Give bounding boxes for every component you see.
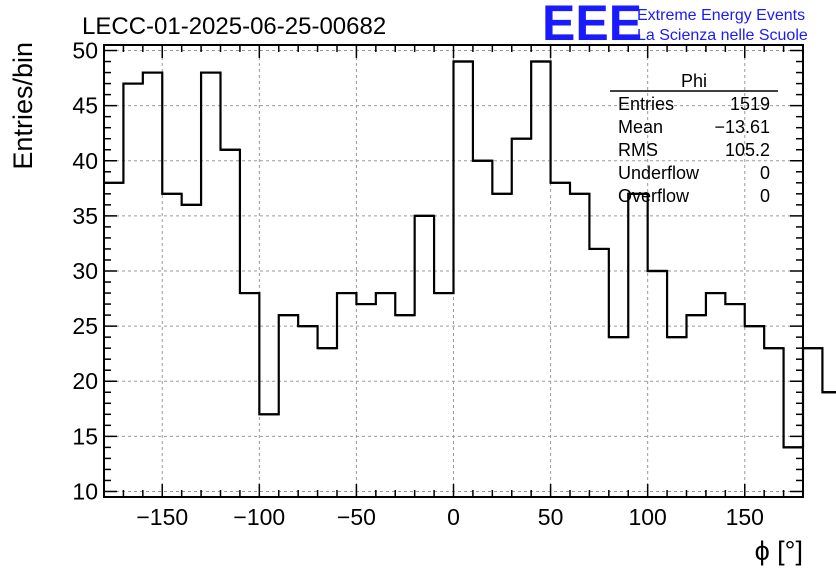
histogram-bars [104, 60, 836, 449]
stats-value-rms: 105.2 [725, 140, 770, 160]
x-tick-label-1: −100 [233, 504, 285, 530]
x-tick-label-5: 100 [628, 504, 666, 530]
stats-value-mean: −13.61 [714, 117, 770, 137]
stats-label-overflow: Overflow [618, 186, 690, 206]
stats-value-entries: 1519 [730, 94, 770, 114]
y-tick-label-5: 35 [72, 203, 98, 229]
stats-value-underflow: 0 [760, 163, 770, 183]
x-tick-label-0: −150 [136, 504, 188, 530]
stats-label-underflow: Underflow [618, 163, 700, 183]
chart-title: LECC-01-2025-06-25-00682 [82, 13, 386, 40]
x-axis-title: ϕ [°] [755, 536, 803, 566]
logo-mark: EEE [542, 0, 642, 51]
logo-line2: La Scienza nelle Scuole [637, 27, 808, 44]
x-tick-label-2: −50 [337, 504, 376, 530]
y-tick-label-8: 50 [72, 38, 98, 64]
tick-labels: −150 −100 −50 0 50 100 150 10 15 20 25 30 35 40 45 50 [72, 38, 764, 530]
logo-line1: Extreme Energy Events [637, 7, 805, 24]
stats-label-entries: Entries [618, 94, 674, 114]
stats-label-mean: Mean [618, 117, 663, 137]
eee-logo: EEE Extreme Energy Events La Scienza nel… [542, 0, 808, 51]
y-tick-label-7: 45 [72, 93, 98, 119]
x-tick-label-6: 150 [726, 504, 764, 530]
x-tick-label-3: 0 [447, 504, 460, 530]
y-tick-label-1: 15 [72, 423, 98, 449]
stats-label-rms: RMS [618, 140, 658, 160]
y-tick-label-3: 25 [72, 313, 98, 339]
y-tick-label-6: 40 [72, 148, 98, 174]
stats-value-overflow: 0 [760, 186, 770, 206]
x-tick-label-4: 50 [538, 504, 564, 530]
axes [103, 44, 804, 498]
y-tick-label-0: 10 [72, 478, 98, 504]
y-axis-title: Entries/bin [8, 42, 38, 170]
stats-box: Phi Entries 1519 Mean −13.61 RMS 105.2 U… [610, 71, 778, 206]
stats-name: Phi [681, 71, 707, 91]
y-tick-label-4: 30 [72, 258, 98, 284]
y-tick-label-2: 20 [72, 368, 98, 394]
